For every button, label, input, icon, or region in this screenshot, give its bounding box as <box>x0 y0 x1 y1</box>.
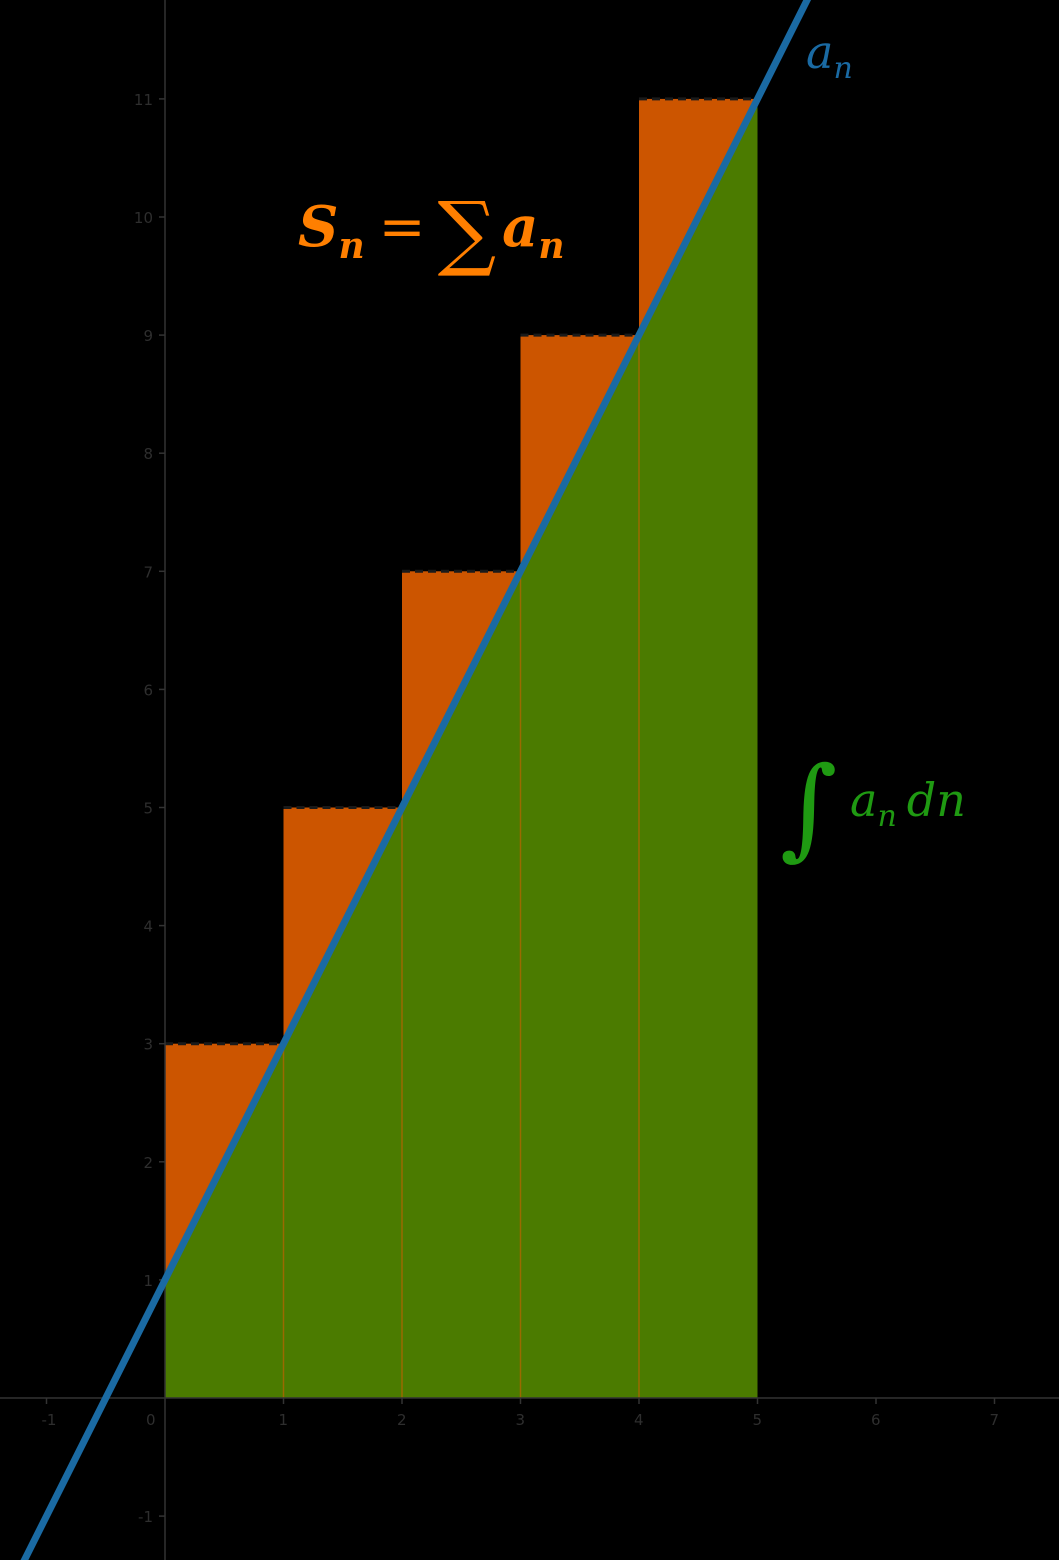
y-tick-label: 3 <box>143 1036 153 1054</box>
y-tick-label: 4 <box>143 918 153 936</box>
y-tick-label: 10 <box>134 209 153 227</box>
x-tick-label: 3 <box>516 1411 526 1429</box>
y-tick-label: 8 <box>143 445 153 463</box>
x-tick-label: 2 <box>397 1411 407 1429</box>
x-tick-label: 5 <box>753 1411 763 1429</box>
y-tick-label: 9 <box>143 327 153 345</box>
x-tick-label: -1 <box>42 1411 57 1429</box>
x-tick-label: 6 <box>871 1411 881 1429</box>
step-tops <box>165 97 758 1046</box>
y-tick-label: 6 <box>143 681 153 699</box>
x-tick-label: 4 <box>634 1411 644 1429</box>
y-tick-label: 1 <box>143 1272 153 1290</box>
tick-labels: -1 0 1 2 3 4 5 6 7 -1 1 2 3 4 5 6 7 8 9 10 11 <box>42 91 1000 1526</box>
integral-fill <box>165 98 758 1398</box>
sum-label: Sn = ∑ an <box>298 185 565 280</box>
bar-dividers <box>282 335 640 1398</box>
integral-label: an dn <box>850 773 966 834</box>
y-tick-label: 11 <box>134 91 153 109</box>
x-tick-label: 7 <box>990 1411 1000 1429</box>
x-tick-label: 1 <box>279 1411 289 1429</box>
y-tick-label: 7 <box>143 563 153 581</box>
y-tick-label: 5 <box>143 800 153 818</box>
integral-symbol: ∫ <box>780 743 837 871</box>
integral-area <box>165 98 758 1398</box>
line-label: an <box>806 25 853 86</box>
x-tick-label: 0 <box>146 1411 156 1429</box>
y-tick-label: 2 <box>143 1154 153 1172</box>
y-tick-label: -1 <box>138 1508 153 1526</box>
